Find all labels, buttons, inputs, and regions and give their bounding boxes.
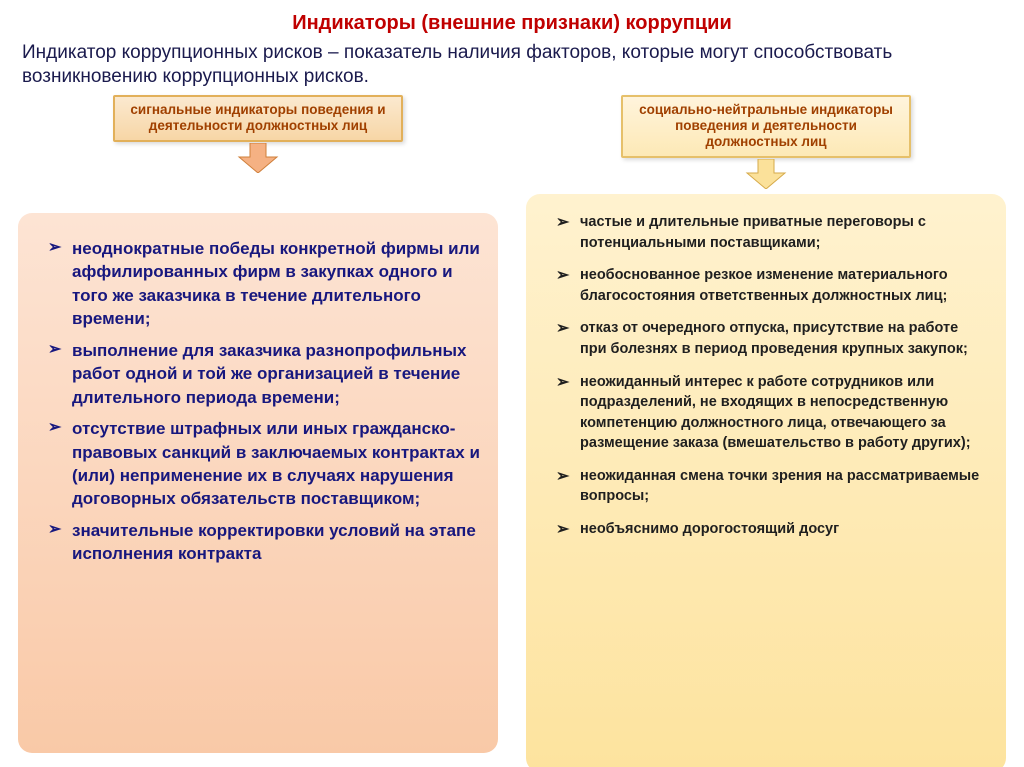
slide: Индикаторы (внешние признаки) коррупции …	[0, 0, 1024, 767]
slide-title: Индикаторы (внешние признаки) коррупции	[18, 12, 1006, 35]
list-item: неожиданный интерес к работе сотрудников…	[556, 372, 988, 454]
list-item: значительные корректировки условий на эт…	[48, 519, 480, 566]
list-item: неоднократные победы конкретной фирмы ил…	[48, 237, 480, 331]
right-label-box: социально-нейтральные индикаторы поведен…	[621, 95, 911, 159]
list-item: необоснованное резкое изменение материал…	[556, 265, 988, 306]
list-item: частые и длительные приватные переговоры…	[556, 212, 988, 253]
right-list: частые и длительные приватные переговоры…	[556, 212, 988, 540]
left-panel: неоднократные победы конкретной фирмы ил…	[18, 213, 498, 753]
right-panel: частые и длительные приватные переговоры…	[526, 194, 1006, 767]
list-item: выполнение для заказчика разнопрофильных…	[48, 339, 480, 409]
right-column: социально-нейтральные индикаторы поведен…	[526, 95, 1006, 767]
down-arrow-icon	[237, 143, 279, 173]
left-column: сигнальные индикаторы поведения и деятел…	[18, 95, 498, 767]
list-item: отказ от очередного отпуска, присутствие…	[556, 318, 988, 359]
left-label-box: сигнальные индикаторы поведения и деятел…	[113, 95, 403, 142]
columns: сигнальные индикаторы поведения и деятел…	[18, 95, 1006, 767]
intro-text: Индикатор коррупционных рисков – показат…	[22, 41, 1002, 89]
down-arrow-icon	[745, 159, 787, 189]
list-item: неожиданная смена точки зрения на рассма…	[556, 466, 988, 507]
left-list: неоднократные победы конкретной фирмы ил…	[48, 237, 480, 566]
list-item: необъяснимо дорогостоящий досуг	[556, 519, 988, 540]
right-arrow-wrap	[745, 159, 787, 193]
left-arrow-wrap	[237, 143, 279, 177]
list-item: отсутствие штрафных или иных гражданско-…	[48, 417, 480, 511]
